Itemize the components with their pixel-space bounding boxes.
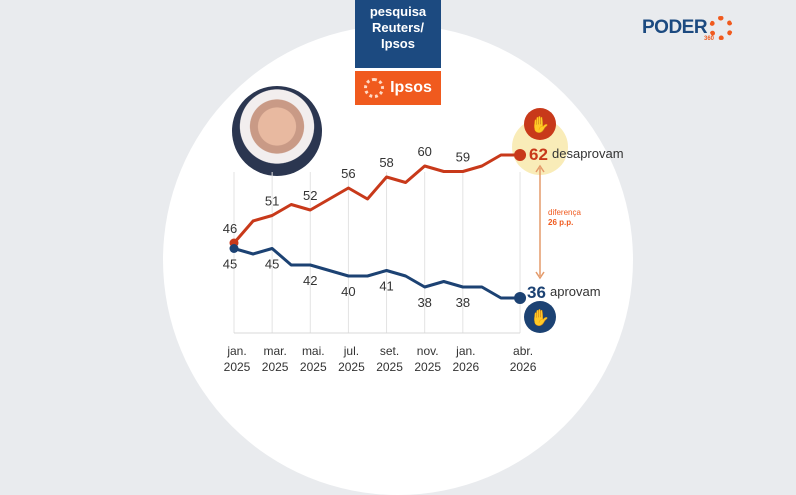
ipsos-label: Ipsos	[390, 79, 432, 96]
x-tick-label: 2025	[376, 360, 403, 374]
data-label: 58	[379, 155, 393, 170]
x-tick-label: 2025	[338, 360, 365, 374]
data-label: 38	[456, 295, 470, 310]
end-value-approve: 36	[527, 283, 546, 302]
thumbs-down-glyph: ✋	[530, 115, 550, 134]
source-line: pesquisa	[369, 4, 427, 19]
source-box: pesquisa Reuters/ Ipsos	[355, 0, 441, 68]
x-tick-label: mai.	[302, 344, 325, 358]
x-tick-label: 2025	[300, 360, 327, 374]
x-tick-label: jul.	[343, 344, 359, 358]
data-label: 41	[379, 279, 393, 294]
data-label: 45	[223, 257, 237, 272]
data-label: 60	[417, 144, 431, 159]
data-label: 40	[341, 284, 355, 299]
end-value-disapprove: 62	[529, 145, 548, 164]
x-tick-label: mar.	[263, 344, 286, 358]
data-label: 59	[456, 150, 470, 165]
x-tick-label: nov.	[417, 344, 439, 358]
data-label: 56	[341, 166, 355, 181]
sun-icon	[709, 16, 734, 40]
ipsos-mark-icon	[364, 78, 385, 98]
data-label: 52	[303, 188, 317, 203]
ipsos-logo: Ipsos	[355, 71, 441, 105]
source-line: Reuters/	[371, 20, 425, 35]
end-label-approve: aprovam	[550, 284, 601, 299]
portrait-photo	[232, 86, 322, 176]
arrow-head-down	[535, 271, 545, 280]
x-tick-label: 2026	[452, 360, 479, 374]
logo-sub: 360	[704, 36, 715, 42]
thumbs-up-icon	[524, 301, 556, 333]
data-point	[514, 149, 527, 161]
x-tick-label: 2025	[414, 360, 441, 374]
end-label-disapprove: desaprovam	[552, 146, 624, 161]
x-tick-label: 2025	[262, 360, 289, 374]
logo-text: PODER	[642, 17, 708, 38]
line-chart: jan. 2025 mar. 2025 mai. 2025 jul. 2025 set. 2025…	[223, 108, 624, 374]
x-tick-label: jan.	[455, 344, 475, 358]
thumbs-up-glyph: ✋	[530, 308, 550, 327]
x-tick-label: 2025	[224, 360, 251, 374]
x-tick-label: 2026	[510, 360, 537, 374]
x-tick-label: jan.	[226, 344, 246, 358]
difference-value: 26 p.p.	[548, 218, 573, 227]
data-label: 42	[303, 273, 317, 288]
thumbs-down-icon	[524, 108, 556, 140]
poder360-logo: PODER 360	[642, 16, 734, 42]
series-line-desaprovam	[232, 153, 521, 244]
x-tick-label: abr.	[513, 344, 533, 358]
data-label: 46	[223, 221, 237, 236]
arrow-head-up	[535, 164, 545, 173]
data-label: 38	[417, 295, 431, 310]
data-point	[514, 292, 527, 304]
highlight-circle	[512, 119, 568, 175]
data-label: 45	[265, 257, 279, 272]
source-line: Ipsos	[381, 36, 415, 51]
series-line-aprovam	[233, 247, 521, 300]
difference-label: diferença	[548, 208, 581, 217]
data-point	[229, 244, 239, 253]
x-tick-label: set.	[380, 344, 399, 358]
data-label: 51	[265, 194, 279, 209]
